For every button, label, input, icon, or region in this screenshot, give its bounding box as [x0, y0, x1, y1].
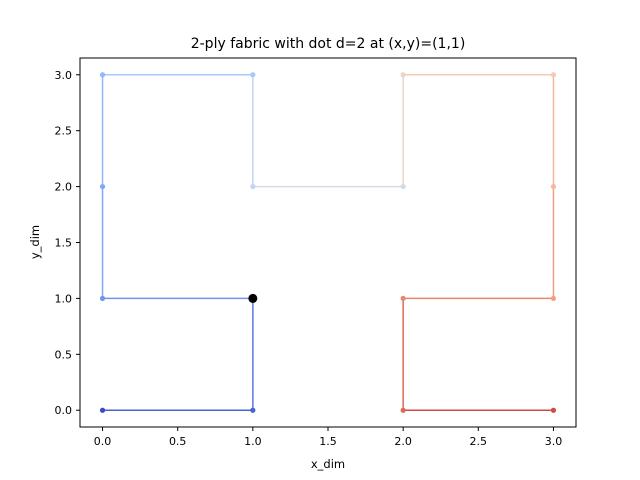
- y-tick-label: 2.5: [55, 125, 73, 138]
- x-tick-label: 1.5: [319, 435, 337, 448]
- path-point: [99, 72, 106, 78]
- path-point: [550, 407, 557, 413]
- path-point: [400, 183, 406, 190]
- x-axis-label: x_dim: [311, 457, 345, 471]
- y-tick-label: 1.0: [55, 292, 73, 305]
- path-point: [550, 183, 557, 190]
- y-axis-label: y_dim: [28, 225, 42, 259]
- y-tick-label: 3.0: [55, 69, 73, 82]
- axis-ticks: 0.0 0.5 1.0 1.5 2.0 2.5 3.0 0.0 0.5 1.0 1.5 2.0 2.5 3…: [55, 69, 563, 448]
- dot-marker: [248, 293, 258, 303]
- x-tick-label: 2.0: [394, 435, 412, 448]
- plot-area: [99, 72, 557, 413]
- axes-frame: [79, 57, 577, 428]
- x-tick-label: 0.5: [169, 435, 187, 448]
- y-tick-label: 1.5: [55, 237, 73, 250]
- y-tick-label: 2.0: [55, 181, 73, 194]
- path-point: [400, 72, 406, 78]
- path-point: [99, 183, 106, 190]
- path-point: [250, 183, 256, 190]
- path-point: [99, 295, 106, 302]
- path-point: [400, 295, 406, 302]
- path-point: [99, 407, 106, 413]
- chart-title: 2-ply fabric with dot d=2 at (x,y)=(1,1): [191, 36, 466, 52]
- x-tick-label: 3.0: [545, 435, 563, 448]
- y-tick-label: 0.5: [55, 348, 73, 361]
- path-point: [250, 72, 256, 78]
- path-point: [250, 407, 256, 413]
- y-tick-label: 0.0: [55, 404, 73, 417]
- path-point: [550, 295, 557, 302]
- path-point: [550, 72, 557, 78]
- x-tick-label: 0.0: [94, 435, 112, 448]
- x-tick-label: 2.5: [470, 435, 488, 448]
- path-point: [400, 407, 406, 413]
- x-tick-label: 1.0: [244, 435, 262, 448]
